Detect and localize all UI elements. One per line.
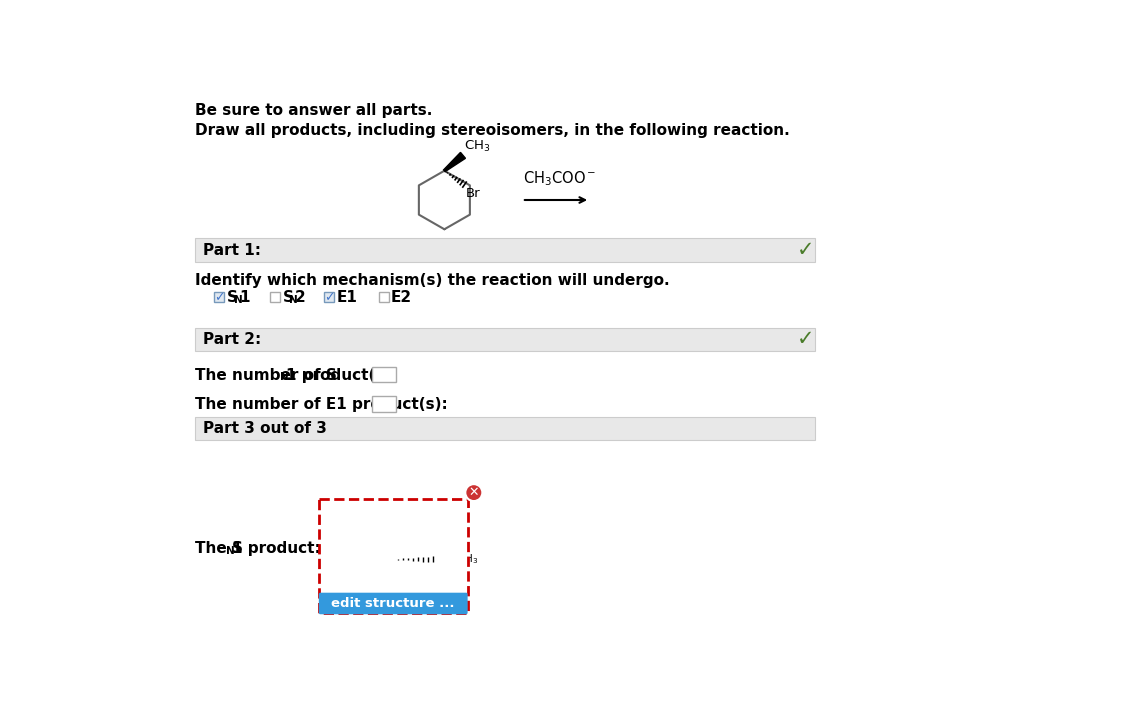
FancyBboxPatch shape (214, 293, 224, 303)
Text: Part 1:: Part 1: (202, 242, 260, 257)
Text: Part 2:: Part 2: (202, 332, 260, 347)
Text: 2: 2 (294, 290, 306, 305)
Text: Br: Br (465, 187, 480, 200)
Text: S: S (226, 290, 238, 305)
Text: The S: The S (194, 541, 243, 556)
Text: E2: E2 (391, 290, 412, 305)
FancyBboxPatch shape (194, 417, 815, 440)
Text: Draw all products, including stereoisomers, in the following reaction.: Draw all products, including stereoisome… (194, 123, 789, 138)
Text: N: N (280, 371, 289, 381)
Polygon shape (443, 153, 465, 171)
FancyBboxPatch shape (372, 397, 397, 412)
Text: $\mathregular{CH_3}$: $\mathregular{CH_3}$ (464, 138, 490, 154)
FancyBboxPatch shape (194, 239, 815, 262)
FancyBboxPatch shape (324, 293, 334, 303)
Text: 1 product:: 1 product: (232, 541, 321, 556)
Text: ✕: ✕ (468, 486, 479, 499)
Text: Part 3 out of 3: Part 3 out of 3 (202, 421, 326, 436)
Text: N: N (226, 546, 234, 556)
Circle shape (465, 484, 482, 501)
Text: 1: 1 (380, 368, 389, 381)
Text: ✓: ✓ (797, 240, 814, 260)
Text: $\mathregular{COOCH_3}$: $\mathregular{COOCH_3}$ (434, 552, 479, 566)
Text: S: S (282, 290, 293, 305)
Text: 1: 1 (239, 290, 249, 305)
FancyBboxPatch shape (269, 293, 280, 303)
FancyBboxPatch shape (379, 293, 389, 303)
FancyBboxPatch shape (318, 593, 467, 614)
Text: The number of S: The number of S (194, 368, 337, 383)
Text: N: N (290, 295, 298, 305)
Text: N: N (233, 295, 242, 305)
Text: ✓: ✓ (324, 291, 334, 304)
Text: The number of E1 product(s):: The number of E1 product(s): (194, 397, 448, 412)
Text: edit structure ...: edit structure ... (332, 597, 455, 610)
Text: Identify which mechanism(s) the reaction will undergo.: Identify which mechanism(s) the reaction… (194, 273, 670, 288)
Text: $\mathregular{CH_3}$: $\mathregular{CH_3}$ (410, 507, 432, 521)
Text: ✓: ✓ (797, 329, 814, 349)
Text: 2: 2 (380, 397, 389, 411)
Text: $\mathregular{CH_3COO^-}$: $\mathregular{CH_3COO^-}$ (523, 169, 597, 188)
FancyBboxPatch shape (372, 367, 397, 382)
FancyBboxPatch shape (194, 328, 815, 351)
Text: E1: E1 (337, 290, 357, 305)
FancyBboxPatch shape (318, 499, 467, 613)
Text: ✓: ✓ (214, 291, 224, 304)
Text: Be sure to answer all parts.: Be sure to answer all parts. (194, 103, 432, 118)
Text: 1 product(s):: 1 product(s): (287, 368, 398, 383)
